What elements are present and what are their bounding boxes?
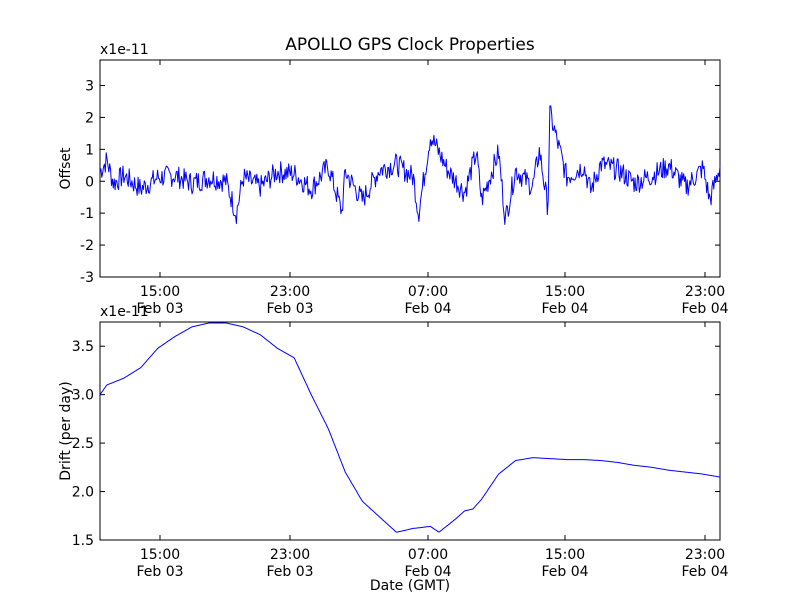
y-tick-label: 3.5 [72, 339, 94, 355]
y-tick-label: -3 [80, 270, 94, 286]
x-tick-date: Feb 04 [681, 301, 728, 317]
x-tick-date: Feb 03 [136, 564, 183, 580]
y-tick-label: -1 [80, 206, 94, 222]
x-tick-time: 23:00 [270, 547, 310, 563]
y-axis-label: Offset [58, 147, 74, 190]
y-tick-label: 3 [85, 79, 94, 95]
x-tick-time: 15:00 [140, 284, 180, 300]
y-tick-label: 1.5 [72, 533, 94, 549]
series-line [99, 322, 721, 533]
x-tick-time: 15:00 [545, 547, 585, 563]
axes-frame [99, 321, 721, 541]
x-tick-date: Feb 04 [404, 564, 451, 580]
x-tick-time: 23:00 [685, 547, 725, 563]
y-tick-label: 2.0 [72, 485, 94, 501]
y-tick-label: 2 [85, 110, 94, 126]
y-tick-label: 2.5 [72, 436, 94, 452]
x-tick-date: Feb 04 [541, 301, 588, 317]
x-tick-date: Feb 04 [404, 301, 451, 317]
x-tick-time: 07:00 [408, 547, 448, 563]
scale-label: x1e-11 [100, 304, 149, 320]
x-tick-date: Feb 03 [266, 301, 313, 317]
x-tick-time: 23:00 [685, 284, 725, 300]
axes-frame [99, 59, 721, 278]
x-tick-date: Feb 04 [541, 564, 588, 580]
x-tick-date: Feb 03 [266, 564, 313, 580]
x-tick-time: 07:00 [408, 284, 448, 300]
x-axis-label: Date (GMT) [370, 578, 450, 594]
x-tick-time: 15:00 [140, 547, 180, 563]
chart-title: APOLLO GPS Clock Properties [285, 35, 535, 55]
y-tick-label: 3.0 [72, 388, 94, 404]
y-tick-label: -2 [80, 238, 94, 254]
x-tick-time: 15:00 [545, 284, 585, 300]
x-tick-date: Feb 04 [681, 564, 728, 580]
series-line [99, 105, 721, 225]
x-tick-time: 23:00 [270, 284, 310, 300]
y-tick-label: 1 [85, 142, 94, 158]
x-tick-date: Feb 03 [136, 301, 183, 317]
scale-label: x1e-11 [100, 42, 149, 58]
y-tick-label: 0 [85, 174, 94, 190]
y-axis-label: Drift (per day) [58, 381, 74, 480]
